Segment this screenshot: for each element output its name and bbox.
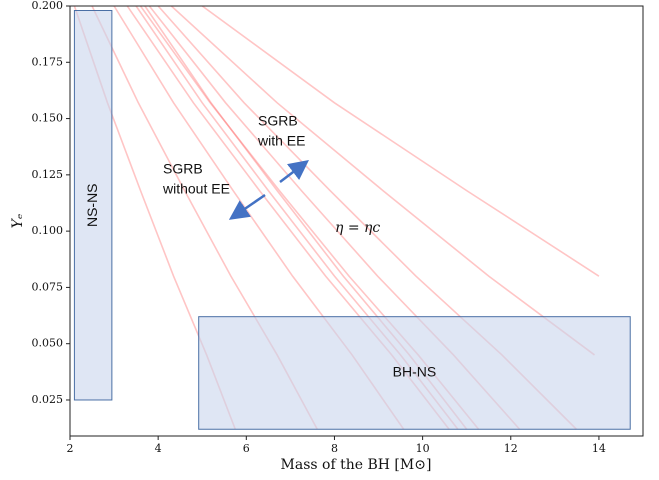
x-tick-label: 6 xyxy=(243,442,250,455)
y-tick-label: 0.200 xyxy=(32,0,64,12)
x-tick-label: 14 xyxy=(592,442,606,455)
curve xyxy=(170,6,595,356)
y-tick-label: 0.075 xyxy=(32,280,64,293)
region xyxy=(198,316,631,430)
arrow xyxy=(228,193,266,220)
y-tick-label: 0.100 xyxy=(32,224,64,237)
annotation: η = ηc xyxy=(335,220,380,236)
region-label: BH-NS xyxy=(393,364,437,380)
annotation: SGRB xyxy=(258,113,298,129)
y-axis-label: Yₑ xyxy=(10,214,26,229)
annotation: SGRB xyxy=(163,161,203,177)
y-tick-label: 0.150 xyxy=(32,112,64,125)
annotation: without EE xyxy=(162,181,230,197)
x-tick-label: 8 xyxy=(331,442,338,455)
region-label: NS-NS xyxy=(84,183,100,227)
y-tick-label: 0.050 xyxy=(32,337,64,350)
plot-area xyxy=(73,6,600,430)
x-tick-label: 2 xyxy=(67,442,74,455)
annotation: with EE xyxy=(257,133,305,149)
region xyxy=(73,10,113,401)
curve xyxy=(201,6,600,277)
y-tick-label: 0.175 xyxy=(32,55,64,68)
x-tick-label: 4 xyxy=(155,442,162,455)
y-tick-label: 0.125 xyxy=(32,168,64,181)
x-tick-label: 12 xyxy=(504,442,518,455)
plot-frame xyxy=(69,5,644,437)
x-tick-label: 10 xyxy=(416,442,430,455)
arrow xyxy=(279,159,309,183)
x-axis-label: Mass of the BH [M⊙] xyxy=(281,457,432,473)
y-tick-label: 0.025 xyxy=(32,393,64,406)
